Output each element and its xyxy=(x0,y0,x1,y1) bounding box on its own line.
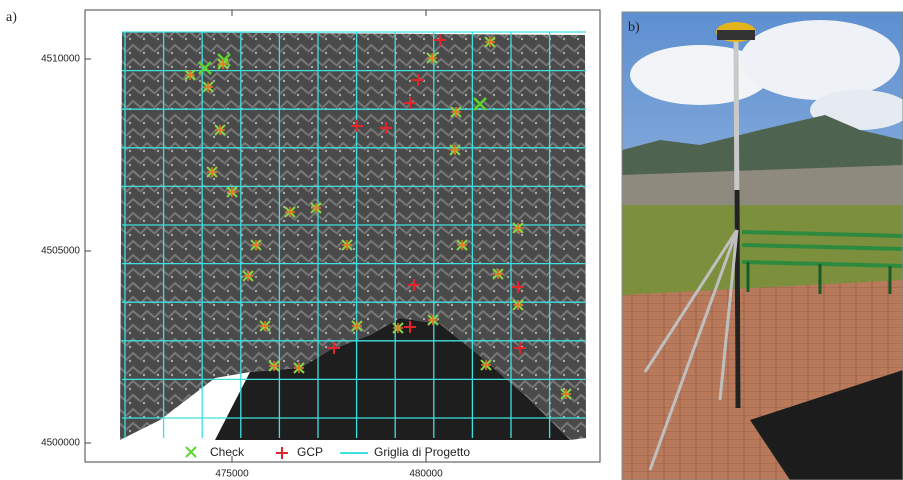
panel-label: a) xyxy=(6,10,17,25)
x-tick-label: 480000 xyxy=(409,469,443,480)
legend-label: GCP xyxy=(297,445,323,459)
panel-label: b) xyxy=(628,20,640,35)
y-tick-label: 4510000 xyxy=(41,54,80,65)
y-tick-label: 4505000 xyxy=(41,246,80,257)
y-tick-label: 4500000 xyxy=(41,438,80,449)
legend-label: Check xyxy=(210,445,245,459)
x-tick-label: 475000 xyxy=(215,469,249,480)
figure: a) 4510000 4505000 4500000 475000 480000… xyxy=(0,0,903,480)
y-axis: 4510000 4505000 4500000 xyxy=(41,54,91,449)
photo xyxy=(622,12,903,480)
legend-label: Griglia di Progetto xyxy=(374,445,470,459)
